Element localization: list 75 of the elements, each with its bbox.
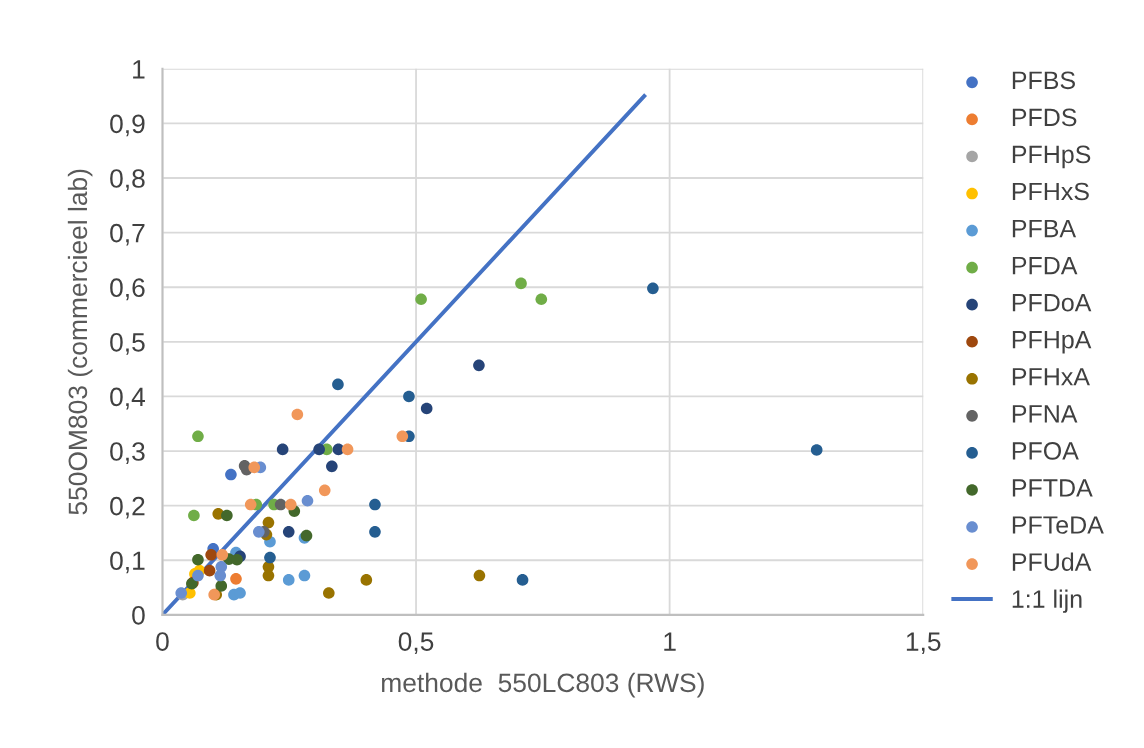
y-tick-label: 0,7 (110, 223, 145, 246)
point (301, 494, 314, 507)
point (369, 526, 381, 538)
point (291, 408, 304, 421)
x-tick-label: 0,5 (398, 632, 434, 655)
point (341, 443, 354, 456)
point (248, 461, 261, 474)
legend-label: PFHxA (1012, 368, 1090, 386)
y-tick-label: 0,1 (110, 551, 145, 574)
point (244, 498, 257, 511)
point (535, 293, 548, 306)
y-tick-label: 0,4 (110, 387, 146, 410)
legend-label: PFTDA (1012, 479, 1093, 497)
legend-label: 1:1 lijn (1012, 589, 1082, 613)
point (332, 378, 344, 391)
point (415, 293, 427, 306)
point (515, 277, 527, 290)
point (221, 509, 233, 522)
y-tick-label: 0,3 (110, 442, 145, 464)
point (216, 548, 229, 561)
x-tick-label: 1,5 (906, 632, 941, 655)
legend-label: PFHpA (1012, 331, 1092, 354)
point (403, 390, 415, 403)
point (313, 443, 325, 456)
point (282, 574, 295, 586)
point (192, 430, 204, 443)
point (360, 574, 373, 586)
y-tick-label: 0,8 (110, 169, 145, 191)
y-tick-label: 0 (132, 605, 145, 625)
legend-label: PFBS (1012, 71, 1075, 90)
point (188, 509, 200, 522)
legend-label: PFDS (1012, 108, 1077, 127)
point (326, 460, 338, 473)
x-tick-label: 0 (156, 632, 169, 651)
point (282, 526, 295, 538)
legend-label: PFHxS (1012, 182, 1089, 201)
point (420, 402, 433, 415)
point (262, 516, 275, 529)
point (276, 443, 289, 456)
y-axis-title: 550OM803 (commercieel lab) (67, 169, 93, 515)
point (230, 573, 242, 585)
point (215, 580, 228, 592)
point (516, 574, 529, 586)
point (396, 430, 409, 443)
point (473, 359, 485, 372)
legend-label: PFOA (1012, 442, 1079, 460)
point (284, 498, 297, 511)
point (473, 569, 486, 582)
x-tick-label: 1 (664, 632, 676, 651)
point (647, 282, 659, 295)
point (322, 587, 335, 599)
y-tick-label: 1 (133, 60, 145, 79)
y-tick-label: 0,6 (110, 278, 145, 301)
point (253, 526, 265, 538)
y-tick-label: 0,9 (110, 114, 145, 137)
point (205, 548, 217, 561)
legend-label: PFTeDA (1012, 516, 1104, 534)
legend-label: PFBA (1012, 219, 1077, 238)
x-axis-title: methode 550LC803 (RWS) (382, 672, 704, 698)
legend-label: PFHpS (1012, 145, 1091, 169)
point (192, 553, 204, 566)
legend-label: PFUdA (1012, 552, 1092, 571)
point (225, 468, 237, 481)
y-tick-label: 0,2 (110, 496, 145, 519)
point (274, 498, 287, 511)
point (264, 551, 276, 564)
point (318, 484, 331, 497)
point (369, 498, 381, 511)
legend-label: PFDoA (1012, 294, 1092, 312)
y-tick-label: 0,5 (110, 332, 145, 355)
legend-label: PFDA (1012, 256, 1078, 275)
legend-label: PFNA (1012, 405, 1078, 423)
point (203, 564, 216, 577)
point (810, 444, 823, 456)
point (298, 569, 311, 582)
